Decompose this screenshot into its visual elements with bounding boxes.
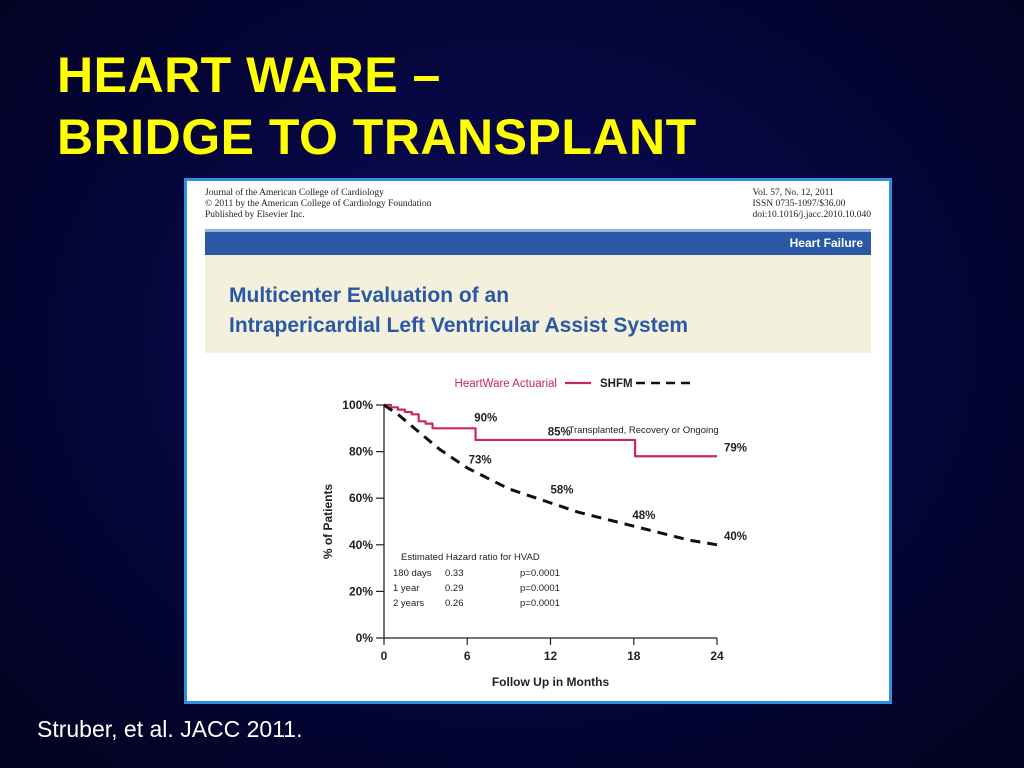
data-label: 73% — [469, 454, 492, 466]
journal-left-line: Published by Elsevier Inc. — [205, 210, 305, 220]
series-line-shfm — [383, 403, 718, 547]
legend-label-heartware: HeartWare Actuarial — [455, 378, 557, 390]
section-bar: Heart Failure — [205, 229, 871, 255]
y-axis-label: % of Patients — [321, 484, 335, 560]
data-label: 40% — [724, 531, 747, 543]
legend-label-shfm: SHFM — [600, 378, 633, 390]
hazard-table-cell: p=0.0001 — [520, 598, 560, 609]
x-tick-label: 24 — [710, 649, 724, 663]
data-label: 85% — [548, 426, 571, 438]
journal-citation-left: Journal of the American College of Cardi… — [205, 188, 431, 221]
slide-title-line2: BRIDGE TO TRANSPLANT — [57, 109, 697, 165]
journal-right-line: doi:10.1016/j.jacc.2010.10.040 — [752, 210, 871, 220]
hazard-table-cell: p=0.0001 — [520, 583, 560, 594]
y-tick-label: 40% — [349, 538, 373, 552]
citation-caption: Struber, et al. JACC 2011. — [37, 716, 303, 742]
journal-header: Journal of the American College of Cardi… — [205, 188, 871, 232]
data-label: 90% — [474, 412, 497, 424]
y-tick-label: 60% — [349, 491, 373, 505]
hazard-table-cell: 180 days — [393, 568, 432, 579]
x-tick-label: 0 — [381, 649, 388, 663]
y-tick-label: 20% — [349, 584, 373, 598]
y-tick-label: 100% — [342, 398, 373, 412]
slide-title-line1: HEART WARE – — [57, 47, 441, 103]
y-tick-label: 80% — [349, 445, 373, 459]
x-tick-label: 12 — [544, 649, 558, 663]
journal-citation-right: Vol. 57, No. 12, 2011 ISSN 0735-1097/$36… — [753, 188, 871, 221]
hazard-table-cell: 1 year — [393, 583, 419, 594]
hazard-table-cell: 2 years — [393, 598, 424, 609]
journal-right-line: ISSN 0735-1097/$36.00 — [752, 199, 846, 209]
article-title-line1: Multicenter Evaluation of an — [229, 284, 510, 307]
data-label: Transplanted, Recovery or Ongoing — [569, 425, 719, 436]
hazard-table-cell: 0.29 — [445, 583, 464, 594]
article-title: Multicenter Evaluation of an Intraperica… — [229, 281, 688, 341]
hazard-table-cell: 0.33 — [445, 568, 464, 579]
series-line-heartware — [384, 403, 717, 458]
hazard-table-cell: 0.26 — [445, 598, 464, 609]
hazard-table-cell: p=0.0001 — [520, 568, 560, 579]
journal-left-line: Journal of the American College of Cardi… — [205, 188, 384, 198]
data-label: 48% — [632, 510, 655, 522]
journal-right-line: Vol. 57, No. 12, 2011 — [752, 188, 834, 198]
x-axis-label: Follow Up in Months — [492, 675, 610, 689]
journal-left-line: © 2011 by the American College of Cardio… — [205, 199, 432, 209]
article-title-line2: Intrapericardial Left Ventricular Assist… — [229, 314, 689, 337]
x-tick-label: 6 — [464, 649, 471, 663]
slide-title: HEART WARE – BRIDGE TO TRANSPLANT — [57, 44, 697, 168]
y-tick-label: 0% — [356, 631, 374, 645]
hazard-table-title: Estimated Hazard ratio for HVAD — [401, 552, 540, 563]
x-tick-label: 18 — [627, 649, 641, 663]
survival-chart: 0% 20% 40% 60% 80% 100% 0 6 12 18 24 Follow Up in M… — [321, 378, 747, 689]
data-label: 58% — [551, 485, 574, 497]
journal-figure: Journal of the American College of Cardi… — [184, 178, 892, 704]
data-label: 79% — [724, 443, 747, 455]
article-title-band: Multicenter Evaluation of an Intraperica… — [205, 255, 871, 353]
